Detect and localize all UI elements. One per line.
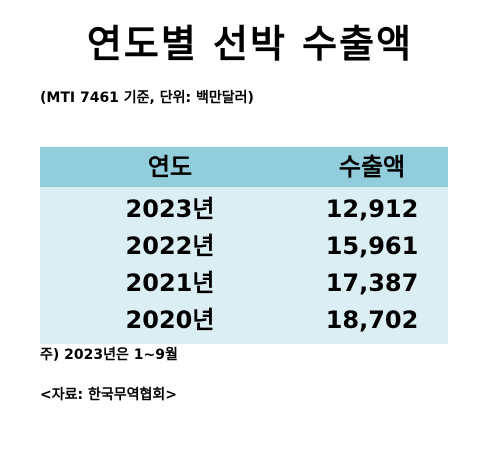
table-row-value: 18,702 — [325, 306, 419, 334]
header-value: 수출액 — [338, 153, 406, 181]
export-table: 연도 수출액 2023년 12,912 2022년 15,961 2021년 1… — [40, 147, 448, 344]
table-row-value: 12,912 — [325, 195, 419, 223]
table-row-value: 15,961 — [325, 232, 419, 260]
table-row-year: 2021년 — [125, 269, 215, 297]
table-row-value: 17,387 — [325, 269, 419, 297]
table-row-year: 2020년 — [125, 306, 215, 334]
source-credit: <자료: 한국무역협회> — [40, 387, 177, 403]
page-title: 연도별 선박 수출액 — [86, 22, 414, 66]
header-year: 연도 — [147, 153, 193, 181]
unit-subtitle: (MTI 7461 기준, 단위: 백만달러) — [40, 90, 254, 106]
table-row-year: 2022년 — [125, 232, 215, 260]
footnote: 주) 2023년은 1~9월 — [40, 347, 178, 363]
table-row-year: 2023년 — [125, 195, 215, 223]
table-header — [40, 147, 448, 187]
